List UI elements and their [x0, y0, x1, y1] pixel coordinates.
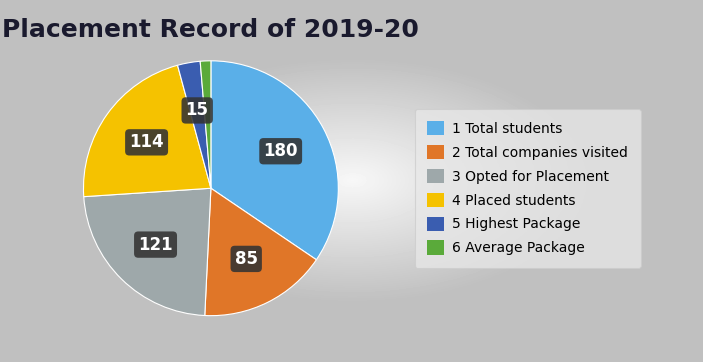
Wedge shape	[205, 188, 316, 316]
Text: 15: 15	[186, 101, 209, 119]
Text: 180: 180	[264, 142, 298, 160]
Text: 85: 85	[235, 250, 258, 268]
Text: 114: 114	[129, 133, 164, 151]
Legend: 1 Total students, 2 Total companies visited, 3 Opted for Placement, 4 Placed stu: 1 Total students, 2 Total companies visi…	[415, 109, 640, 268]
Wedge shape	[211, 61, 338, 260]
Wedge shape	[84, 65, 211, 197]
Wedge shape	[178, 61, 211, 188]
Wedge shape	[84, 188, 211, 316]
Text: 121: 121	[138, 236, 173, 254]
Text: Placement Record of 2019-20: Placement Record of 2019-20	[3, 18, 419, 42]
Wedge shape	[200, 61, 211, 188]
